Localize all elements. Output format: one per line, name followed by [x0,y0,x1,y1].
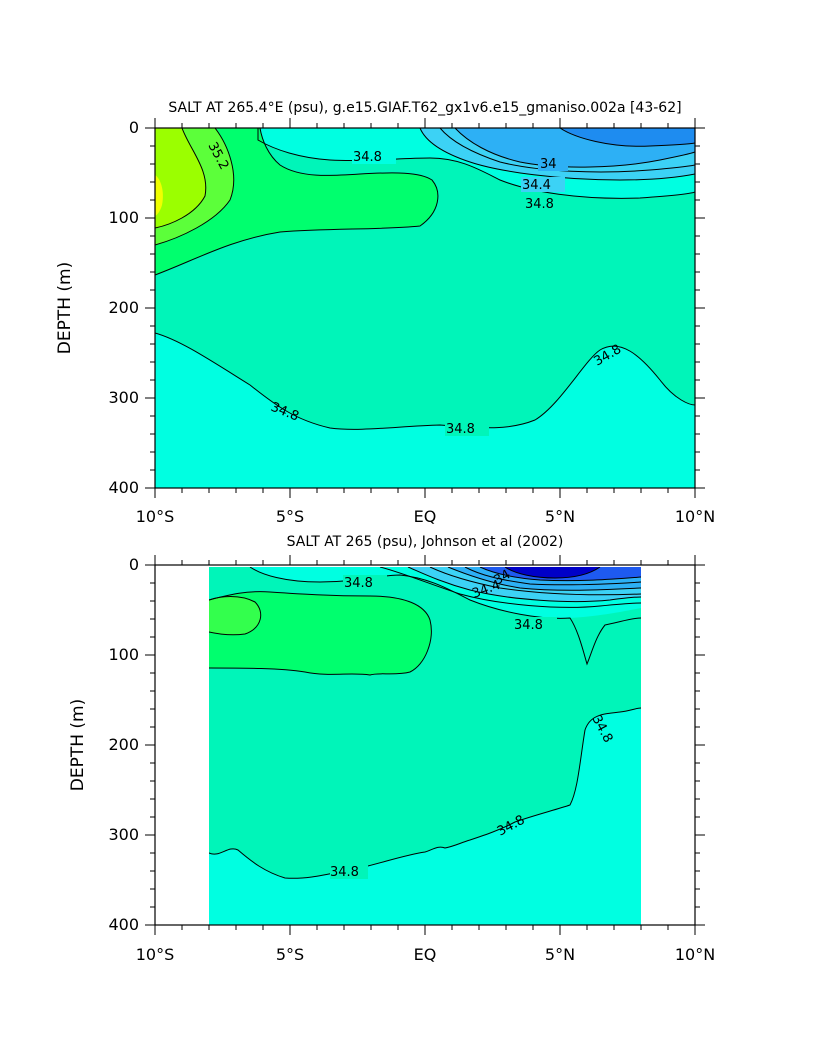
top-y-axis-label: DEPTH (m) [55,262,75,354]
top-contour-label: 34.8 [446,422,475,437]
bottom-contour-336 [479,567,641,582]
top-contour-surface-348 [257,128,695,199]
top-contour-label: 34.4 [522,178,551,193]
bottom-fill-deep-cyan [209,708,641,925]
bottom-panel: SALT AT 265 (psu), Johnson et al (2002) [68,534,715,964]
bottom-ticks [145,555,705,935]
bottom-y-tick-labels: 0 100 200 300 400 [108,555,139,934]
bottom-contour-label: 34.8 [514,618,543,633]
top-contour-label: 34 [540,157,557,172]
bottom-plot-area [209,567,641,925]
top-x-tick-label: 5°N [545,507,575,526]
top-contour-label: 34.8 [525,197,554,212]
bottom-contour-346 [379,567,641,608]
bottom-contour-342 [429,567,641,596]
bottom-fill-light-green [209,596,261,635]
bottom-contour-label: 34.8 [330,865,359,880]
bottom-contour-label: 34.8 [344,576,373,591]
top-contour-green-edge [155,128,439,276]
top-fill-deep-cyan [155,333,695,488]
top-contour-label: 34.8 [353,150,382,165]
bottom-x-tick-label: 10°S [136,945,175,964]
top-x-tick-label: EQ [414,507,437,526]
top-plot-area [155,128,695,488]
top-fill-yellow-green [155,128,206,228]
bottom-y-tick-label: 100 [108,645,139,664]
bottom-x-tick-label: 5°N [545,945,575,964]
bottom-chart-title: SALT AT 265 (psu), Johnson et al (2002) [287,534,564,550]
bottom-contour-green-edge [209,591,432,676]
bottom-y-axis-label: DEPTH (m) [68,699,88,791]
top-y-tick-label: 400 [108,478,139,497]
bottom-y-tick-label: 200 [108,735,139,754]
top-y-tick-label: 200 [108,298,139,317]
top-y-tick-label: 0 [129,118,139,137]
top-panel: SALT AT 265.4°E (psu), g.e15.GIAF.T62_gx… [55,100,715,526]
bottom-contour-deep [209,707,641,879]
bottom-x-tick-labels: 10°S 5°S EQ 5°N 10°N [136,945,715,964]
top-y-tick-labels: 0 100 200 300 400 [108,118,139,497]
bottom-x-tick-label: 10°N [675,945,715,964]
top-contour-344 [419,128,695,181]
bottom-contour-352 [209,596,262,636]
top-x-tick-label: 10°S [136,507,175,526]
top-contour-354 [155,128,207,229]
top-x-tick-label: 10°N [675,507,715,526]
bottom-fill-green [209,591,432,675]
top-contour-352 [155,128,235,246]
bottom-x-tick-label: 5°S [276,945,304,964]
bottom-y-tick-label: 300 [108,825,139,844]
bottom-contour-344 [407,567,641,603]
bottom-x-tick-label: EQ [414,945,437,964]
top-contour-338 [559,128,695,147]
top-y-tick-label: 100 [108,208,139,227]
top-chart-title: SALT AT 265.4°E (psu), g.e15.GIAF.T62_gx… [168,100,681,116]
bottom-contour-lines [209,567,641,879]
top-y-tick-label: 300 [108,388,139,407]
bottom-contour-340 [447,567,641,591]
top-x-tick-label: 5°S [276,507,304,526]
top-contour-340 [454,128,695,168]
top-x-tick-labels: 10°S 5°S EQ 5°N 10°N [136,507,715,526]
top-fill-yellow [155,175,163,216]
top-fill-deep-blue [560,128,695,147]
bottom-y-tick-label: 400 [108,915,139,934]
bottom-contour-label: 34 [492,567,514,588]
top-ticks [145,118,705,498]
bottom-contour-338 [464,567,641,586]
bottom-y-tick-label: 0 [129,555,139,574]
bottom-contour-334 [504,567,601,579]
bottom-contour-surface-348 [249,567,641,666]
